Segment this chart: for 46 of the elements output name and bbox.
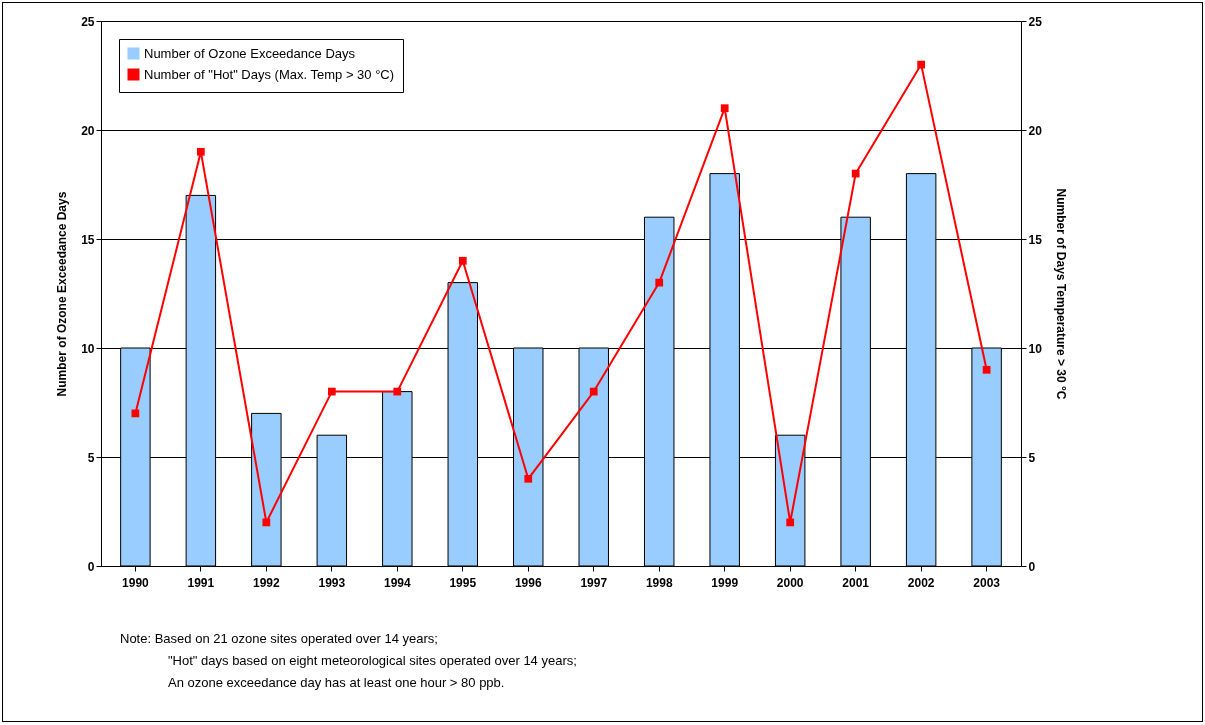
point <box>786 518 795 527</box>
x-tick-label: 2002 <box>907 575 935 590</box>
x-tick-label: 1991 <box>187 575 215 590</box>
x-tick-label: 1993 <box>318 575 346 590</box>
text: Note: Based on 21 ozone sites operated over 14 years; <box>120 630 439 648</box>
x-tick-label: 1994 <box>383 575 411 590</box>
legend-label: Number of Ozone Exceedance Days <box>144 45 356 61</box>
point <box>917 60 926 69</box>
x-tick-label: 1999 <box>711 575 739 590</box>
x-tick-label: 1997 <box>580 575 608 590</box>
point <box>851 169 860 178</box>
y-tick-label: 10 <box>81 341 95 356</box>
point <box>458 256 467 265</box>
y2-axis-title: Number of Days Temperature > 30 °C <box>1053 188 1068 400</box>
y2-tick-label: 0 <box>1028 559 1036 574</box>
point <box>262 518 271 527</box>
x-tick-label: 1996 <box>514 575 542 590</box>
x-tick-label: 2001 <box>842 575 870 590</box>
y2-tick-label: 25 <box>1028 14 1043 29</box>
x-tick-label: 2000 <box>776 575 804 590</box>
y-tick-label: 5 <box>87 450 95 465</box>
y-tick-label: 0 <box>87 559 95 574</box>
point <box>524 474 533 483</box>
y-tick-label: 20 <box>81 123 95 138</box>
point <box>982 365 991 374</box>
x-tick-label: 1995 <box>449 575 477 590</box>
y-tick-label: 25 <box>81 14 95 29</box>
y2-tick-label: 5 <box>1028 450 1036 465</box>
legend-label: Number of "Hot" Days (Max. Temp > 30 °C) <box>144 66 395 82</box>
y2-tick-label: 15 <box>1028 232 1043 247</box>
y2-tick-label: 10 <box>1028 341 1043 356</box>
point <box>655 278 664 287</box>
text: "Hot" days based on eight meteorological sites operated over 14 years; <box>167 652 577 670</box>
point <box>327 387 336 396</box>
text: An ozone exceedance day has at least one hour > 80 ppb. <box>167 674 506 692</box>
point <box>393 387 402 396</box>
x-tick-label: 1998 <box>645 575 673 590</box>
y2-tick-label: 20 <box>1028 123 1043 138</box>
point <box>589 387 598 396</box>
y-axis-title: Number of Ozone Exceedance Days <box>55 191 70 397</box>
y-tick-label: 15 <box>81 232 95 247</box>
x-tick-label: 2003 <box>973 575 1001 590</box>
point <box>720 104 729 113</box>
x-tick-label: 1990 <box>122 575 150 590</box>
x-tick-label: 1992 <box>252 575 281 590</box>
point <box>196 147 205 156</box>
